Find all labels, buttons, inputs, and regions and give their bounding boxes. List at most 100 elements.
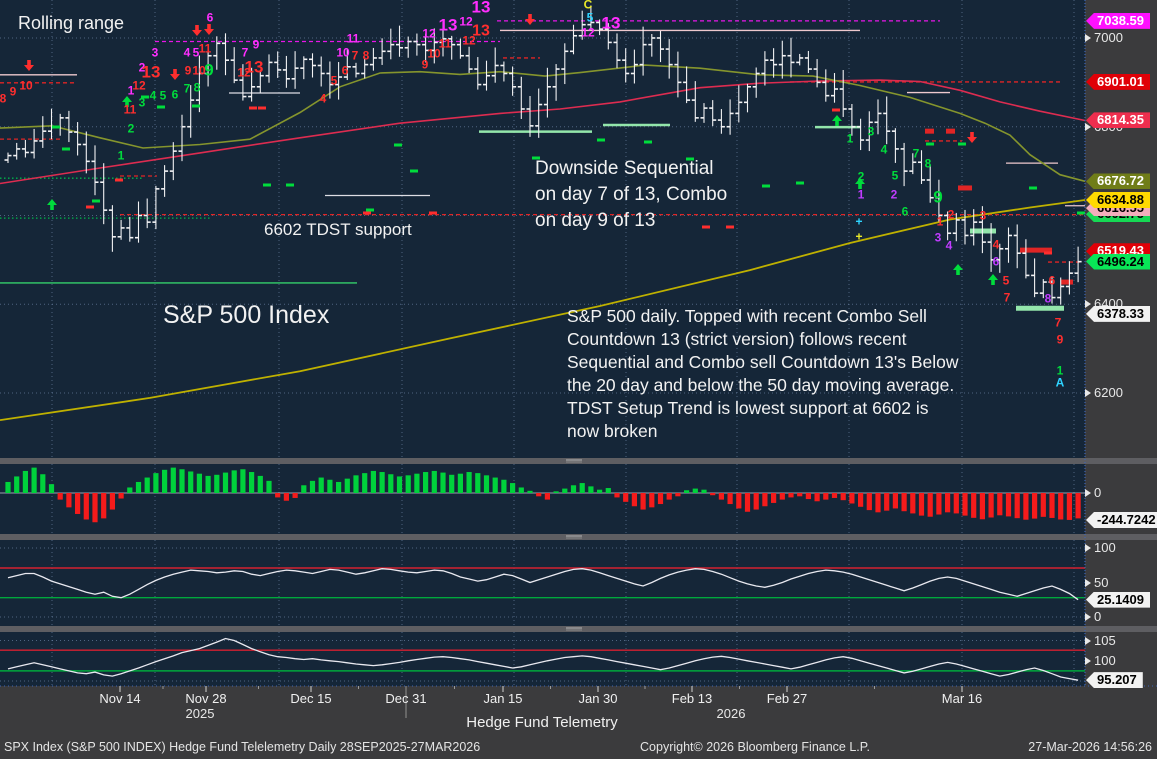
buy-arrow-icon [953,264,963,275]
indicator-axis-label: 0 [1094,609,1102,624]
indicator-value-badge: 95.207 [1086,672,1143,689]
momentum-bar [83,493,89,520]
demark-count: 12 [581,26,595,40]
momentum-bar [75,493,81,514]
time-axis-date-label: Feb 27 [766,691,808,706]
buy-arrow-icon [855,178,865,189]
demark-count: 1 [128,84,135,98]
momentum-bar [188,471,194,493]
momentum-bar [710,493,716,496]
momentum-bar [257,475,263,493]
demark-count: + [855,215,862,229]
demark-count: 4 [993,238,1000,252]
demark-count: 13 [602,14,621,33]
demark-count: 6 [993,255,1000,269]
demark-count: 1 [937,215,944,229]
sell-arrow-icon [204,24,214,35]
momentum-bar [266,480,272,493]
panel-divider [0,534,1157,540]
axis-tick-arrow [1085,578,1091,587]
oscillator-panel-2 [0,637,1085,682]
momentum-bar [466,472,472,493]
demark-count: 7 [352,49,359,63]
momentum-bar [858,493,864,507]
momentum-bar [1040,493,1046,517]
time-axis-year-label: 2025 [185,706,215,721]
demark-count: 13 [245,58,264,77]
momentum-bar [727,493,733,505]
demark-count: 7 [242,46,249,60]
demark-count: 7 [1004,291,1011,305]
momentum-bar [718,493,724,500]
momentum-bar [536,493,542,497]
momentum-bar [336,481,342,493]
momentum-bar [684,490,690,493]
demark-count: 4 [184,46,191,60]
demark-count: 9 [10,85,17,99]
momentum-bar [92,493,98,523]
axis-tick-arrow [1085,388,1091,397]
momentum-bar [344,478,350,493]
time-axis-date-label: Jan 30 [578,691,618,706]
momentum-bar [475,473,481,493]
panel-divider-handle[interactable] [566,535,582,539]
price-level-badge: 6378.33 [1086,305,1150,322]
momentum-bar [553,491,559,493]
index-name-label: S&P 500 Index [163,301,330,329]
momentum-bar [962,493,968,516]
momentum-bar [927,493,933,517]
demark-count: 3 [868,125,875,139]
momentum-bar [292,493,298,498]
momentum-bar [231,470,237,493]
time-axis-date-label: Jan 15 [483,691,523,706]
momentum-bar [57,493,63,500]
footer-copyright: Copyright© 2026 Bloomberg Finance L.P. [640,740,870,754]
momentum-bar [518,487,524,493]
momentum-bar [275,493,281,498]
demark-count: 1 [1057,364,1064,378]
demark-count: A [1056,376,1065,390]
tdst-support-annotation: 6602 TDST support [264,220,412,239]
momentum-histogram [0,467,1085,523]
panel-divider-handle[interactable] [566,459,582,463]
demark-count: 8 [1045,292,1052,306]
demark-count: 5 [331,74,338,88]
vertical-gridlines [51,0,1075,686]
momentum-bar [492,477,498,493]
momentum-bar [953,493,959,514]
momentum-bar [692,488,698,493]
momentum-bar [823,493,829,500]
buy-arrow-icon [832,115,842,126]
demark-count: 4 [320,92,327,106]
demark-count: 12 [132,79,146,93]
level-line-segments [0,20,1085,311]
momentum-bar [649,493,655,508]
demark-count: 6 [902,205,909,219]
buy-arrow-icon [47,199,57,210]
panel-divider-handle[interactable] [566,627,582,631]
demark-count: 12 [459,15,473,29]
buy-arrow-icon [122,96,132,107]
momentum-bar [544,493,550,500]
demark-count: 13 [142,63,161,82]
demark-count: 9 [185,64,192,78]
axis-tick-arrow [1085,544,1091,552]
demark-count: 2 [948,208,955,222]
time-axis-date-label: Dec 31 [385,691,427,706]
indicator-axis-label: 105 [1094,632,1116,648]
momentum-bar [153,473,159,493]
footer-security-description: SPX Index (S&P 500 INDEX) Hedge Fund Tel… [4,740,481,754]
indicator-axis-label: 50 [1094,574,1109,590]
momentum-bar [753,493,759,510]
momentum-bar [483,475,490,493]
momentum-bar [301,485,307,493]
demark-count: 9 [1057,333,1064,347]
demark-count: 8 [0,92,7,106]
momentum-bar [562,488,568,493]
momentum-bar [945,493,951,513]
momentum-bar [797,493,803,497]
footer-timestamp: 27-Mar-2026 14:56:26 [1028,740,1152,754]
momentum-bar [736,493,742,509]
